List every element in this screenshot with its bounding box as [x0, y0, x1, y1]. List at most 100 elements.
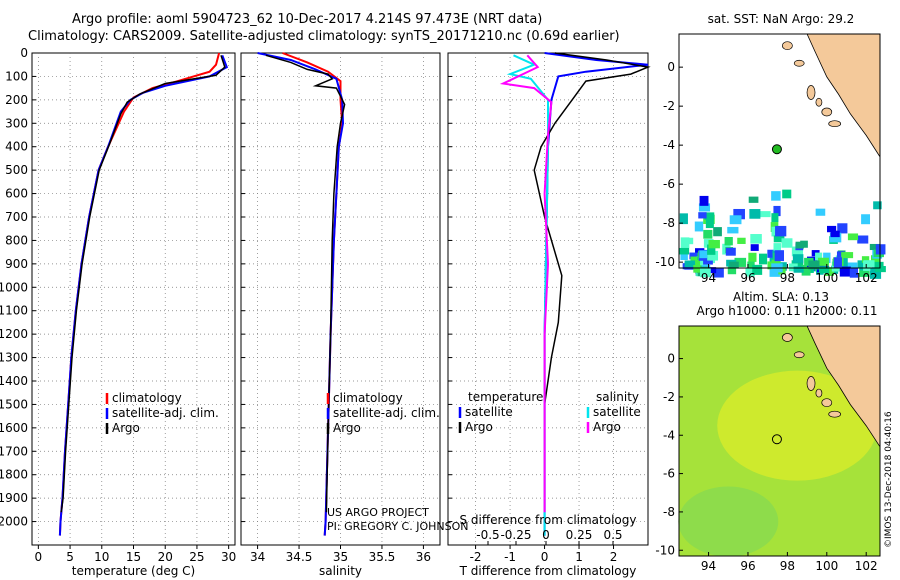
- series-satellite-adj-clim-: [257, 52, 345, 536]
- island: [828, 410, 842, 418]
- sst-cell: [837, 223, 848, 234]
- y-tick-label: 500: [5, 163, 28, 177]
- sst-cell: [689, 252, 700, 260]
- y-tick-label: 1800: [0, 468, 28, 482]
- sst-cell: [694, 221, 704, 232]
- map-x-tick-label: 102: [855, 559, 878, 573]
- legend-label: satellite-adj. clim.: [112, 406, 219, 420]
- sst-cell: [874, 261, 884, 269]
- sst-cell: [792, 254, 804, 263]
- sst-cell: [724, 237, 733, 246]
- y-tick-label: 1100: [0, 304, 28, 318]
- sst-cell: [793, 266, 804, 273]
- sst-cell: [679, 247, 690, 255]
- sst-cell: [700, 267, 711, 278]
- sst-cell: [836, 251, 845, 259]
- island: [782, 333, 793, 342]
- sst-cell: [713, 227, 722, 237]
- map-y-tick-label: 0: [667, 60, 675, 74]
- sst-cell: [861, 256, 870, 263]
- legend-label: climatology: [112, 391, 182, 405]
- y-tick-label: 1200: [0, 327, 28, 341]
- legend-label: satellite: [593, 405, 641, 419]
- sst-cell: [857, 260, 865, 269]
- sst-cell: [750, 244, 759, 251]
- x-tick-label: 15: [126, 550, 141, 564]
- s-tick-label: 0: [542, 528, 550, 542]
- series-argo: [265, 54, 346, 513]
- s-tick-label: -0.25: [500, 528, 531, 542]
- sst-cell: [875, 244, 886, 255]
- sst-cell: [791, 246, 804, 257]
- x-tick-label: 35: [333, 550, 348, 564]
- sst-cell: [818, 266, 830, 274]
- island: [806, 376, 816, 391]
- x-tick-label: 1: [575, 550, 583, 564]
- y-tick-label: 1400: [0, 374, 28, 388]
- sst-cell: [782, 189, 792, 199]
- y-tick-label: 300: [5, 116, 28, 130]
- sst-cell: [727, 226, 739, 234]
- land-sumatra: [806, 33, 881, 159]
- x-axis-label-difference: T difference from climatology: [459, 564, 637, 578]
- credit-pi: PI: GREGORY C. JOHNSON: [327, 520, 468, 533]
- sst-cell: [773, 235, 785, 243]
- sst-cell: [696, 256, 709, 267]
- sst-cell: [861, 214, 871, 225]
- sst-cell: [698, 203, 711, 212]
- x-tick-label: -2: [470, 550, 482, 564]
- s-tick-label: 0.5: [603, 528, 622, 542]
- series-climatology: [282, 52, 344, 536]
- sst-cell: [727, 265, 737, 275]
- series-argo: [60, 55, 226, 513]
- sst-cell: [734, 257, 747, 267]
- sst-cell: [703, 229, 713, 239]
- sst-cell: [817, 257, 829, 266]
- sst-map-title: sat. SST: NaN Argo: 29.2: [708, 12, 855, 26]
- x-tick-label: 2: [610, 550, 618, 564]
- plot-title-line1: Argo profile: aoml 5904723_62 10-Dec-201…: [72, 12, 543, 27]
- sst-cell: [708, 239, 720, 249]
- sst-cell: [824, 267, 834, 276]
- island: [815, 97, 823, 107]
- legend-label: satellite-adj. clim.: [333, 406, 440, 420]
- map-x-tick-label: 98: [780, 271, 795, 285]
- sst-cell: [808, 260, 820, 270]
- series-climatology: [58, 52, 221, 536]
- map-y-tick-label: -10: [655, 543, 675, 557]
- map-frame: [678, 33, 881, 269]
- island: [815, 388, 823, 398]
- sst-cell: [693, 264, 701, 273]
- island: [782, 41, 793, 51]
- sst-cell: [870, 255, 881, 266]
- sst-cell: [690, 256, 701, 268]
- x-tick-label: 10: [94, 550, 109, 564]
- island: [793, 351, 805, 359]
- y-tick-label: 0: [20, 46, 28, 60]
- sst-cell: [749, 209, 761, 219]
- sst-cell: [859, 267, 870, 277]
- map-x-tick-label: 98: [780, 559, 795, 573]
- sst-cell: [847, 233, 859, 241]
- map-y-tick-label: -2: [663, 390, 675, 404]
- sst-cell: [833, 257, 842, 268]
- sla-high-region: [717, 370, 878, 481]
- sst-cell: [788, 263, 798, 272]
- x-tick-label: 30: [221, 550, 236, 564]
- sst-cell: [684, 260, 696, 268]
- plot-title-line2: Climatology: CARS2009. Satellite-adjuste…: [28, 29, 620, 44]
- sst-cell: [841, 252, 854, 259]
- map-sla-map: [678, 325, 881, 557]
- sst-cell: [725, 247, 736, 256]
- sst-cell: [775, 225, 787, 237]
- series-t-argo: [533, 52, 651, 513]
- y-tick-label: 2000: [0, 515, 28, 529]
- y-tick-label: 1300: [0, 351, 28, 365]
- sst-cell: [699, 195, 709, 206]
- y-tick-label: 1500: [0, 397, 28, 411]
- sst-cell: [873, 201, 882, 210]
- x-tick-label: 5: [66, 550, 74, 564]
- sst-cell: [707, 250, 719, 261]
- x-tick-label: 20: [158, 550, 173, 564]
- map-y-tick-label: -8: [663, 216, 675, 230]
